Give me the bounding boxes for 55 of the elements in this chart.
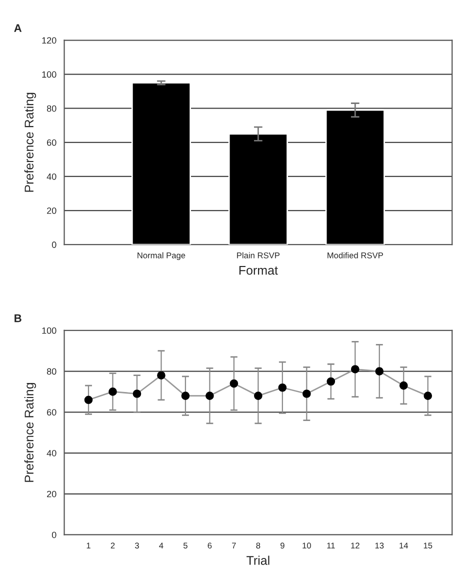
x-tick-label: Normal Page [138, 252, 186, 260]
point [84, 396, 93, 404]
point [254, 392, 262, 400]
x-tick-label: 7 [232, 542, 236, 548]
point [181, 392, 190, 400]
x-tick-label: 4 [159, 542, 164, 548]
x-axis-title: Format [239, 266, 278, 275]
y-tick-label: 60 [47, 409, 56, 416]
bar [228, 133, 288, 245]
y-tick-label: 80 [46, 368, 56, 375]
x-tick-label: 12 [351, 542, 360, 548]
y-tick-label: 40 [46, 173, 56, 180]
chart-title: A [14, 24, 22, 32]
point [230, 379, 238, 388]
y-tick-label: 0 [52, 242, 56, 248]
point [157, 371, 166, 380]
x-tick-label: 15 [424, 542, 432, 549]
x-tick-label: 11 [327, 542, 335, 548]
x-tick-label: 5 [183, 542, 188, 549]
point [278, 383, 287, 392]
x-tick-label: Plain RSVP [237, 252, 280, 258]
point [326, 377, 336, 386]
y-tick-label: 0 [52, 532, 56, 538]
chart-title: B [14, 314, 22, 322]
bar [131, 82, 192, 245]
y-tick-label: 100 [42, 327, 56, 334]
bar [325, 109, 385, 245]
point [302, 390, 311, 398]
y-axis-title: Preference Rating [24, 92, 36, 192]
x-tick-label: Modified RSVP [328, 252, 383, 258]
x-tick-label: 14 [400, 542, 408, 548]
x-tick-label: 13 [375, 542, 384, 549]
x-axis-title: Trial [246, 556, 270, 565]
point [108, 388, 117, 396]
y-tick-label: 40 [46, 450, 56, 456]
x-tick-label: 8 [256, 542, 260, 549]
point [424, 392, 432, 400]
y-axis-title: Preference Rating [24, 383, 36, 482]
point [132, 390, 142, 398]
y-tick-label: 80 [46, 105, 56, 112]
point [206, 392, 214, 400]
x-tick-label: 1 [86, 542, 90, 548]
point [375, 367, 384, 376]
y-tick-label: 100 [42, 71, 56, 78]
y-tick-label: 60 [47, 139, 56, 146]
x-tick-label: 10 [302, 542, 311, 549]
point [399, 381, 408, 390]
y-tick-label: 20 [47, 490, 56, 498]
x-tick-label: 3 [134, 542, 139, 549]
x-tick-label: 2 [110, 542, 115, 548]
x-tick-label: 9 [280, 542, 284, 549]
y-tick-label: 20 [47, 208, 56, 214]
y-tick-label: 120 [42, 37, 56, 44]
x-tick-label: 6 [208, 542, 212, 549]
point [350, 365, 360, 374]
